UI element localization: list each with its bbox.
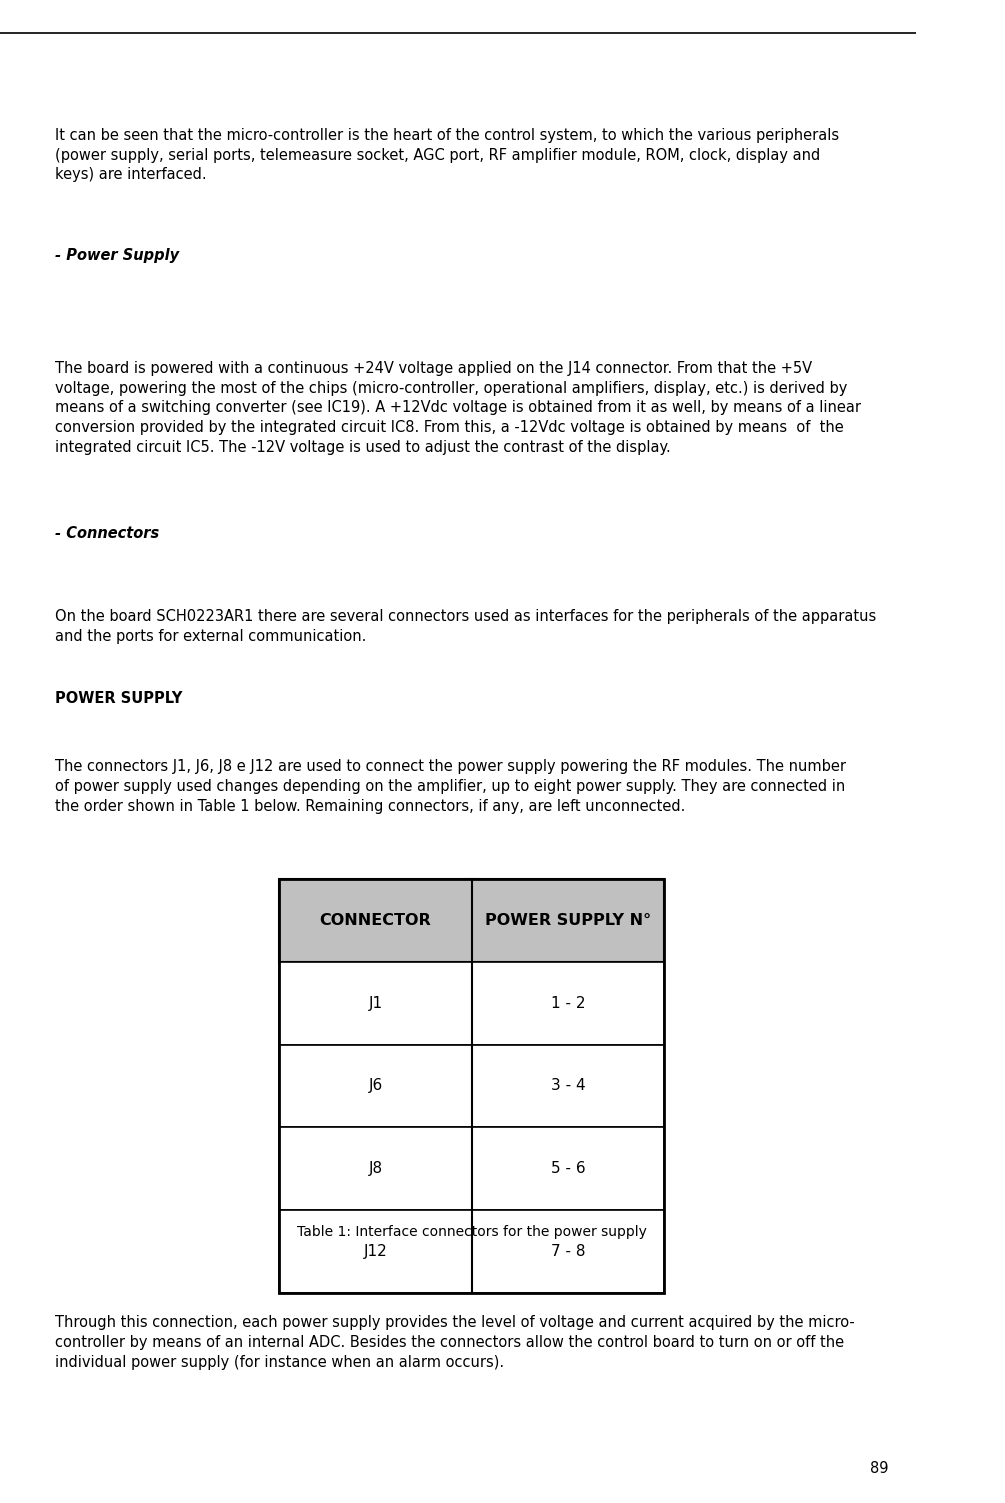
Text: - Power Supply: - Power Supply xyxy=(55,248,179,263)
Text: 1 - 2: 1 - 2 xyxy=(551,996,585,1010)
Text: 89: 89 xyxy=(870,1461,888,1476)
Text: Through this connection, each power supply provides the level of voltage and cur: Through this connection, each power supp… xyxy=(55,1315,854,1369)
Text: 3 - 4: 3 - 4 xyxy=(551,1079,585,1093)
Text: J6: J6 xyxy=(369,1079,383,1093)
FancyBboxPatch shape xyxy=(279,1210,664,1293)
Text: On the board SCH0223AR1 there are several connectors used as interfaces for the : On the board SCH0223AR1 there are severa… xyxy=(55,609,876,643)
Text: It can be seen that the micro-controller is the heart of the control system, to : It can be seen that the micro-controller… xyxy=(55,128,839,182)
Text: CONNECTOR: CONNECTOR xyxy=(320,914,431,927)
FancyBboxPatch shape xyxy=(279,962,664,1045)
Text: The connectors J1, J6, J8 e J12 are used to connect the power supply powering th: The connectors J1, J6, J8 e J12 are used… xyxy=(55,759,846,813)
Text: POWER SUPPLY N°: POWER SUPPLY N° xyxy=(484,914,651,927)
Text: The board is powered with a continuous +24V voltage applied on the J14 connector: The board is powered with a continuous +… xyxy=(55,361,861,455)
Text: - Connectors: - Connectors xyxy=(55,526,159,541)
Text: POWER SUPPLY: POWER SUPPLY xyxy=(55,691,182,706)
Text: 5 - 6: 5 - 6 xyxy=(551,1162,585,1175)
Text: J12: J12 xyxy=(364,1244,387,1258)
FancyBboxPatch shape xyxy=(279,1045,664,1127)
Text: 7 - 8: 7 - 8 xyxy=(551,1244,585,1258)
Text: J8: J8 xyxy=(369,1162,383,1175)
FancyBboxPatch shape xyxy=(279,1127,664,1210)
FancyBboxPatch shape xyxy=(279,879,664,962)
Text: Table 1: Interface connectors for the power supply: Table 1: Interface connectors for the po… xyxy=(296,1225,646,1238)
Text: J1: J1 xyxy=(369,996,383,1010)
